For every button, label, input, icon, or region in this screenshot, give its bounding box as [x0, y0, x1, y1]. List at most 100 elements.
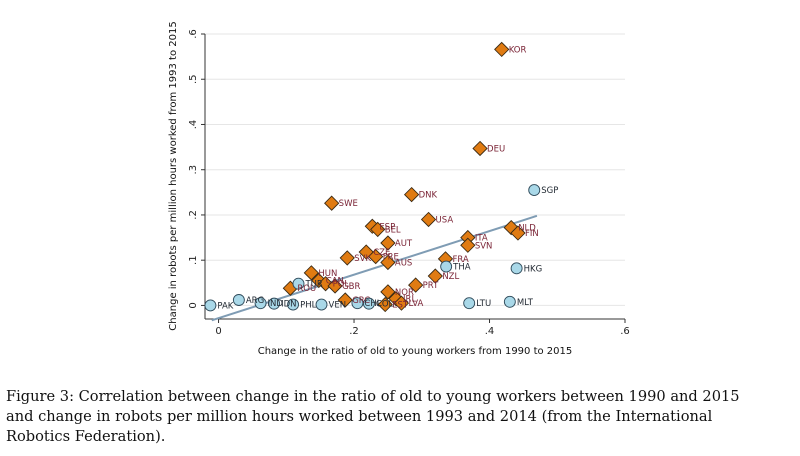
- gridlines: [205, 33, 625, 306]
- caption-line-2: and change in robots per million hours w…: [6, 408, 713, 425]
- point-label-hkg: HKG: [524, 264, 543, 274]
- axes: [201, 33, 626, 323]
- point-label-fra: FRA: [452, 255, 468, 265]
- point-chl: [351, 297, 364, 310]
- point-label-aut: AUT: [395, 239, 413, 249]
- point-label-swe: SWE: [339, 199, 358, 209]
- point-label-usa: USA: [436, 215, 454, 225]
- point-fre: [368, 248, 384, 265]
- point-mlt: [503, 295, 516, 308]
- point-sgp: [528, 184, 541, 197]
- point-aut: [380, 235, 396, 251]
- point-dnk: [403, 186, 420, 203]
- point-label-chl: CHL: [364, 299, 381, 309]
- point-label-col: COL: [376, 300, 394, 310]
- point-ind: [254, 297, 267, 310]
- y-tick-label: 0: [188, 302, 199, 308]
- x-tick-label: 0: [215, 326, 221, 337]
- point-label-idn: IDN: [281, 300, 296, 310]
- figure-caption: Figure 3: Correlation between change in …: [6, 387, 796, 447]
- point-nor: [380, 284, 396, 300]
- point-label-sgp: SGP: [541, 186, 558, 196]
- point-label-lva: LVA: [408, 299, 423, 309]
- point-bel: [370, 221, 386, 238]
- point-label-phl: PHL: [300, 301, 317, 311]
- y-tick-labels: 0 .1 .2 .3 .4 .5 .6: [188, 29, 199, 308]
- point-label-fin: FIN: [525, 229, 539, 239]
- point-svn: [460, 237, 476, 253]
- point-label-cze: CZE: [373, 248, 390, 258]
- point-label-svn: SVN: [475, 241, 493, 251]
- point-arg: [232, 294, 245, 306]
- point-label-svk: SVK: [354, 254, 371, 264]
- x-tick-label: .4: [485, 326, 495, 337]
- point-label-hun: HUN: [318, 269, 337, 279]
- scatter-chart: 0 .1 .2 .3 .4 .5 .6 0 .2 .4 .6 KOR DEU DNK SWE USA ESP…: [168, 21, 630, 357]
- point-label-kor: KOR: [509, 45, 527, 55]
- point-label-esp: ESP: [379, 222, 395, 232]
- y-tick-label: .5: [188, 74, 199, 84]
- point-hun: [303, 265, 319, 281]
- x-tick-labels: 0 .2 .4 .6: [215, 326, 629, 337]
- point-grc: [337, 292, 353, 308]
- point-svk: [339, 250, 355, 266]
- point-label-dnk: DNK: [419, 191, 438, 201]
- point-label-ita: ITA: [475, 234, 488, 244]
- data-points: [204, 41, 541, 313]
- point-phl: [287, 298, 300, 311]
- point-label-pak: PAK: [217, 301, 233, 311]
- point-label-grc: GRC: [352, 296, 370, 306]
- point-idn: [268, 297, 281, 310]
- point-label-pol: POL: [333, 280, 350, 290]
- point-label-aus: AUS: [395, 258, 412, 268]
- point-deu: [472, 140, 488, 157]
- point-label-nor: NOR: [395, 288, 414, 298]
- point-label-arg: ARG: [246, 296, 264, 306]
- y-tick-label: .3: [188, 165, 199, 175]
- point-label-irl: IRL: [403, 295, 416, 305]
- point-label-fre: FRE: [383, 253, 399, 263]
- plot-area: [205, 34, 625, 319]
- point-label-nld: NLD: [518, 224, 536, 234]
- y-tick-label: .6: [188, 29, 199, 39]
- point-label-mlt: MLT: [517, 298, 534, 308]
- y-tick-label: .1: [188, 255, 199, 265]
- point-ltu: [463, 297, 476, 310]
- point-label-deu: DEU: [487, 144, 505, 154]
- point-label-est: EST: [392, 301, 409, 311]
- point-kor: [494, 41, 510, 58]
- caption-line-1: Figure 3: Correlation between change in …: [6, 388, 740, 405]
- x-axis-title: Change in the ratio of old to young work…: [258, 346, 573, 357]
- point-est: [377, 296, 393, 313]
- point-label-rou: ROU: [297, 284, 316, 294]
- x-tick-label: .2: [349, 326, 359, 337]
- point-label-prt: PRT: [423, 281, 439, 291]
- point-pak: [204, 299, 217, 312]
- point-label-gbr: GBR: [342, 282, 360, 292]
- point-label-bel: BEL: [385, 225, 401, 235]
- point-swe: [324, 195, 340, 211]
- point-col: [362, 297, 375, 310]
- point-fin: [510, 225, 526, 241]
- point-tur: [292, 277, 305, 290]
- point-prt: [408, 277, 424, 293]
- point-label-tur: TUR: [304, 280, 322, 290]
- point-aus: [380, 254, 396, 271]
- point-label-nzl: NZL: [442, 272, 459, 282]
- point-label-ltu: LTU: [476, 299, 491, 309]
- x-tick-label: .6: [620, 326, 630, 337]
- point-usa: [420, 211, 437, 228]
- point-labels: KORDEUDNKSWEUSAESPBELAUTITASVNNLDFINSVKC…: [217, 45, 558, 311]
- point-label-can: CAN: [326, 277, 344, 287]
- y-tick-label: .2: [188, 210, 199, 220]
- point-nzl: [427, 268, 443, 284]
- point-gbr: [327, 278, 343, 294]
- point-label-tha: THA: [452, 263, 471, 273]
- y-tick-label: .4: [188, 120, 199, 130]
- point-hkg: [510, 262, 523, 275]
- point-lva: [393, 295, 410, 311]
- point-ven: [315, 298, 328, 311]
- point-label-ind: IND: [268, 299, 284, 309]
- y-axis-title: Change in robots per million hours worke…: [168, 21, 179, 330]
- point-label-ven: VEN: [329, 301, 347, 311]
